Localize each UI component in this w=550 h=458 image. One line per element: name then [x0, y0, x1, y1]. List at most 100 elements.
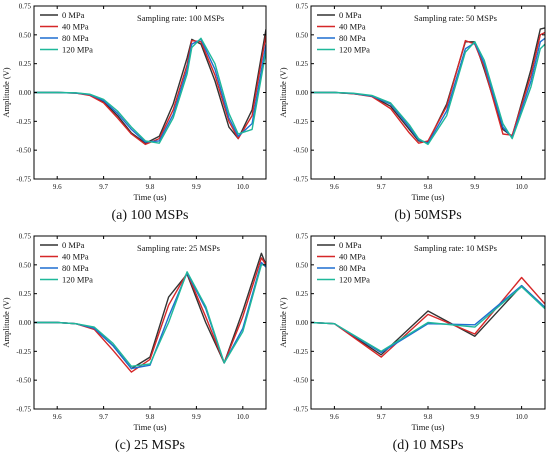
legend-entry: 80 MPa: [62, 33, 89, 43]
y-tick-label: -0.50: [293, 147, 308, 155]
y-tick-label: -0.75: [293, 176, 308, 184]
y-tick-label: 0.00: [19, 89, 32, 97]
x-axis-label: Time (us): [134, 192, 167, 202]
legend-entry: 120 MPa: [339, 275, 370, 285]
legend-entry: 80 MPa: [62, 263, 89, 273]
x-axis-label: Time (us): [134, 422, 167, 432]
legend-entry: 0 MPa: [339, 10, 362, 20]
y-tick-label: 0.75: [19, 3, 32, 11]
y-tick-label: -0.50: [16, 147, 31, 155]
x-tick-label: 9.8: [424, 183, 433, 191]
y-tick-label: -0.75: [16, 176, 31, 184]
x-tick-label: 10.0: [237, 183, 250, 191]
legend-entry: 120 MPa: [339, 45, 370, 55]
x-tick-label: 9.9: [470, 413, 479, 421]
y-tick-label: 0.75: [296, 3, 309, 11]
legend-entry: 0 MPa: [62, 240, 85, 250]
chart-panel-1: -0.75 -0.50 -0.25 0.00 0.25 0.50 0.75 9.6 9.7 9.8…: [278, 3, 546, 223]
y-tick-label: -0.75: [16, 406, 31, 414]
y-tick-label: -0.50: [16, 377, 31, 385]
chart-title: Sampling rate: 100 MSPs: [137, 13, 224, 23]
x-tick-label: 10.0: [515, 183, 528, 191]
legend-entry: 40 MPa: [339, 252, 366, 262]
x-tick-label: 9.7: [99, 183, 108, 191]
chart-title: Sampling rate: 50 MSPs: [414, 13, 497, 23]
chart-title: Sampling rate: 25 MSPs: [137, 243, 220, 253]
y-tick-label: 0.00: [296, 89, 309, 97]
y-tick-label: 0.50: [296, 31, 309, 39]
series-line-80-mpa: [311, 284, 545, 354]
y-axis-label: Amplitude (V): [278, 67, 288, 117]
legend-entry: 120 MPa: [62, 45, 93, 55]
y-tick-label: 0.00: [19, 319, 32, 327]
legend-entry: 120 MPa: [62, 275, 93, 285]
y-axis-label: Amplitude (V): [278, 297, 288, 347]
series-line-120-mpa: [311, 41, 545, 146]
y-tick-label: 0.25: [296, 60, 309, 68]
x-tick-label: 9.9: [192, 183, 201, 191]
series-group: [311, 276, 545, 358]
chart-panel-3: -0.75 -0.50 -0.25 0.00 0.25 0.50 0.75 9.6 9.7 9.8…: [278, 233, 546, 453]
x-tick-label: 9.6: [53, 413, 62, 421]
y-axis-label: Amplitude (V): [1, 67, 11, 117]
x-tick-label: 10.0: [515, 413, 528, 421]
y-tick-label: -0.75: [293, 406, 308, 414]
legend-entry: 80 MPa: [339, 33, 366, 43]
x-tick-label: 9.8: [146, 413, 155, 421]
y-tick-label: 0.75: [19, 233, 32, 241]
panel-caption: (a) 100 MSPs: [111, 208, 188, 223]
series-line-40-mpa: [311, 276, 545, 358]
x-tick-label: 9.6: [53, 183, 62, 191]
y-tick-label: 0.00: [296, 319, 309, 327]
series-group: [34, 28, 266, 146]
panel-caption: (d) 10 MSPs: [393, 438, 464, 453]
x-tick-label: 9.9: [470, 183, 479, 191]
y-axis-label: Amplitude (V): [1, 297, 11, 347]
legend-entry: 0 MPa: [62, 10, 85, 20]
x-tick-label: 10.0: [237, 413, 250, 421]
y-tick-label: 0.50: [19, 31, 32, 39]
x-tick-label: 9.7: [377, 413, 386, 421]
x-tick-label: 9.6: [330, 413, 339, 421]
legend-entry: 40 MPa: [339, 22, 366, 32]
chart-panel-0: -0.75 -0.50 -0.25 0.00 0.25 0.50 0.75 9.6 9.7 9.8…: [1, 3, 267, 223]
y-tick-label: 0.25: [19, 60, 32, 68]
x-tick-label: 9.7: [99, 413, 108, 421]
legend-entry: 0 MPa: [339, 240, 362, 250]
y-tick-label: 0.25: [19, 290, 32, 298]
y-tick-label: -0.25: [293, 118, 308, 126]
x-axis-label: Time (us): [412, 422, 445, 432]
chart-title: Sampling rate: 10 MSPs: [414, 243, 497, 253]
x-tick-label: 9.9: [192, 413, 201, 421]
y-tick-label: -0.50: [293, 377, 308, 385]
series-group: [311, 27, 545, 146]
panel-caption: (b) 50MSPs: [394, 208, 461, 223]
y-tick-label: -0.25: [293, 348, 308, 356]
plot-frame: [33, 235, 267, 410]
legend-entry: 80 MPa: [339, 263, 366, 273]
y-tick-label: 0.50: [19, 261, 32, 269]
x-tick-label: 9.8: [146, 183, 155, 191]
x-axis-label: Time (us): [412, 192, 445, 202]
y-tick-label: 0.75: [296, 233, 309, 241]
legend-entry: 40 MPa: [62, 252, 89, 262]
y-tick-label: 0.50: [296, 261, 309, 269]
series-group: [34, 252, 266, 373]
series-line-120-mpa: [34, 37, 266, 144]
y-tick-label: 0.25: [296, 290, 309, 298]
series-line-120-mpa: [34, 264, 266, 367]
x-tick-label: 9.6: [330, 183, 339, 191]
chart-panel-2: -0.75 -0.50 -0.25 0.00 0.25 0.50 0.75 9.6 9.7 9.8…: [1, 233, 267, 453]
panel-caption: (c) 25 MSPs: [115, 438, 185, 453]
y-tick-label: -0.25: [16, 118, 31, 126]
x-tick-label: 9.8: [424, 413, 433, 421]
x-tick-label: 9.7: [377, 183, 386, 191]
series-line-120-mpa: [311, 286, 545, 352]
y-tick-label: -0.25: [16, 348, 31, 356]
legend-entry: 40 MPa: [62, 22, 89, 32]
